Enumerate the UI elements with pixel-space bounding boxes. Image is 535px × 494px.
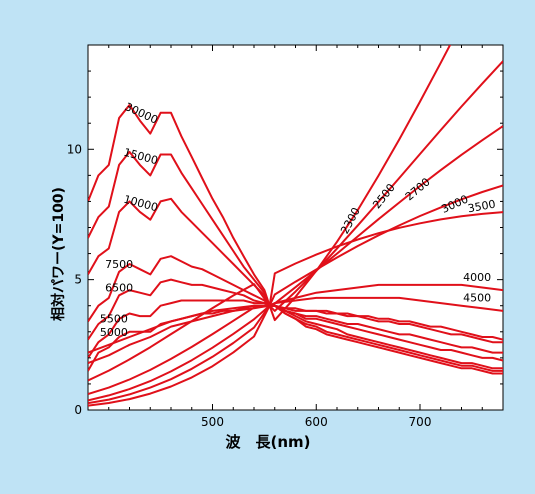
curve-2700 bbox=[88, 125, 503, 402]
x-tick-label: 600 bbox=[305, 415, 328, 429]
x-tick-label: 500 bbox=[201, 415, 224, 429]
x-tick-label: 700 bbox=[409, 415, 432, 429]
curve-4500 bbox=[88, 296, 503, 354]
y-tick-label: 5 bbox=[74, 273, 82, 287]
curve-label-5000: 5000 bbox=[100, 326, 128, 339]
curve-7500 bbox=[88, 255, 503, 362]
plot-area bbox=[87, 44, 504, 411]
curve-label-5500: 5500 bbox=[100, 313, 128, 326]
axes-group: 500 600 700 0 5 10 bbox=[67, 45, 503, 429]
curve-4000 bbox=[88, 283, 503, 365]
curve-3500 bbox=[88, 211, 503, 382]
curve-label-4000: 4000 bbox=[463, 271, 491, 284]
curve-30000 bbox=[88, 104, 503, 375]
x-axis-label: 波 長(nm) bbox=[225, 433, 310, 451]
y-axis-label: 相対パワー(Y=100) bbox=[50, 187, 67, 321]
curve-3000 bbox=[88, 184, 503, 396]
curve-label-7500: 7500 bbox=[105, 258, 133, 271]
curve-label-6500: 6500 bbox=[105, 281, 133, 294]
y-tick-label: 10 bbox=[67, 142, 82, 156]
curve-5500 bbox=[88, 299, 503, 359]
curve-5000 bbox=[88, 304, 503, 372]
curve-10000 bbox=[88, 197, 503, 370]
curve-label-4500: 4500 bbox=[463, 292, 491, 305]
y-tick-label: 0 bbox=[74, 403, 82, 417]
curves-group bbox=[88, 45, 503, 407]
curve-label-3500: 3500 bbox=[467, 198, 497, 216]
